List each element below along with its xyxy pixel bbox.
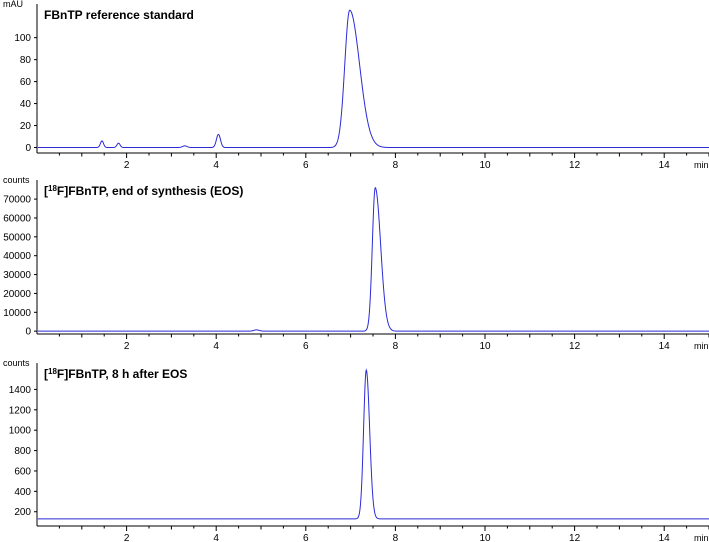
y-tick-label: 50000 (3, 232, 31, 243)
y-tick-label: 600 (14, 466, 31, 477)
y-tick-label: 800 (14, 446, 31, 457)
chart-title: [18F]FBnTP, 8 h after EOS (44, 367, 187, 381)
y-tick-label: 60000 (3, 213, 31, 224)
x-tick-label: 14 (659, 341, 671, 352)
x-axis-label: min (694, 533, 709, 542)
x-tick-label: 12 (569, 533, 581, 542)
y-tick-label: 400 (14, 487, 31, 498)
x-tick-label: 10 (479, 341, 491, 352)
y-tick-label: 1000 (9, 426, 32, 437)
y-tick-label: 1400 (9, 385, 32, 396)
x-tick-label: 6 (303, 341, 309, 352)
y-axis-label: counts (3, 175, 30, 185)
x-tick-label: 10 (479, 533, 491, 542)
chromatogram-trace (37, 186, 709, 332)
chromatogram-trace (37, 9, 709, 149)
y-tick-label: 70000 (3, 195, 31, 206)
y-axis-label: counts (3, 358, 30, 368)
y-tick-label: 100 (14, 33, 31, 44)
x-tick-label: 14 (659, 160, 671, 171)
chromatogram-trace (37, 368, 709, 520)
chart-panel-1: 0 20 40 60 80 100 2 4 6 8 10 12 14 min mAU FBnTP refere… (3, 0, 709, 171)
chart-panel-2: 0 10000 20000 30000 40000 50000 60000 70000 2 4 6 8… (3, 175, 709, 352)
chart-panel-3: 200 400 600 800 1000 1200 1400 2 4 6 8 10 12 14 min cou… (3, 358, 709, 542)
x-tick-label: 8 (393, 160, 399, 171)
y-tick-label: 10000 (3, 308, 31, 319)
y-tick-label: 60 (20, 77, 32, 88)
chart-title: [18F]FBnTP, end of synthesis (EOS) (44, 184, 243, 198)
x-tick-label: 4 (213, 533, 219, 542)
x-tick-label: 6 (303, 160, 309, 171)
x-tick-label: 2 (124, 533, 130, 542)
x-tick-label: 2 (124, 341, 130, 352)
y-tick-label: 20 (20, 121, 32, 132)
y-tick-label: 20000 (3, 289, 31, 300)
x-tick-label: 4 (213, 160, 219, 171)
y-tick-label: 80 (20, 55, 32, 66)
chart-title: FBnTP reference standard (44, 8, 194, 22)
x-axis-label: min (694, 341, 709, 351)
x-tick-label: 2 (124, 160, 130, 171)
x-tick-label: 12 (569, 160, 581, 171)
x-tick-label: 12 (569, 341, 581, 352)
y-tick-label: 0 (25, 327, 31, 338)
y-tick-label: 40000 (3, 251, 31, 262)
x-tick-label: 4 (213, 341, 219, 352)
x-axis-label: min (694, 160, 709, 170)
y-tick-label: 1200 (9, 405, 32, 416)
y-tick-label: 40 (20, 99, 32, 110)
x-tick-label: 8 (393, 341, 399, 352)
x-tick-label: 8 (393, 533, 399, 542)
y-tick-label: 200 (14, 507, 31, 518)
y-tick-label: 0 (25, 143, 31, 154)
x-tick-label: 6 (303, 533, 309, 542)
x-tick-label: 10 (479, 160, 491, 171)
x-tick-label: 14 (659, 533, 671, 542)
y-axis-label: mAU (3, 0, 23, 9)
y-tick-label: 30000 (3, 270, 31, 281)
